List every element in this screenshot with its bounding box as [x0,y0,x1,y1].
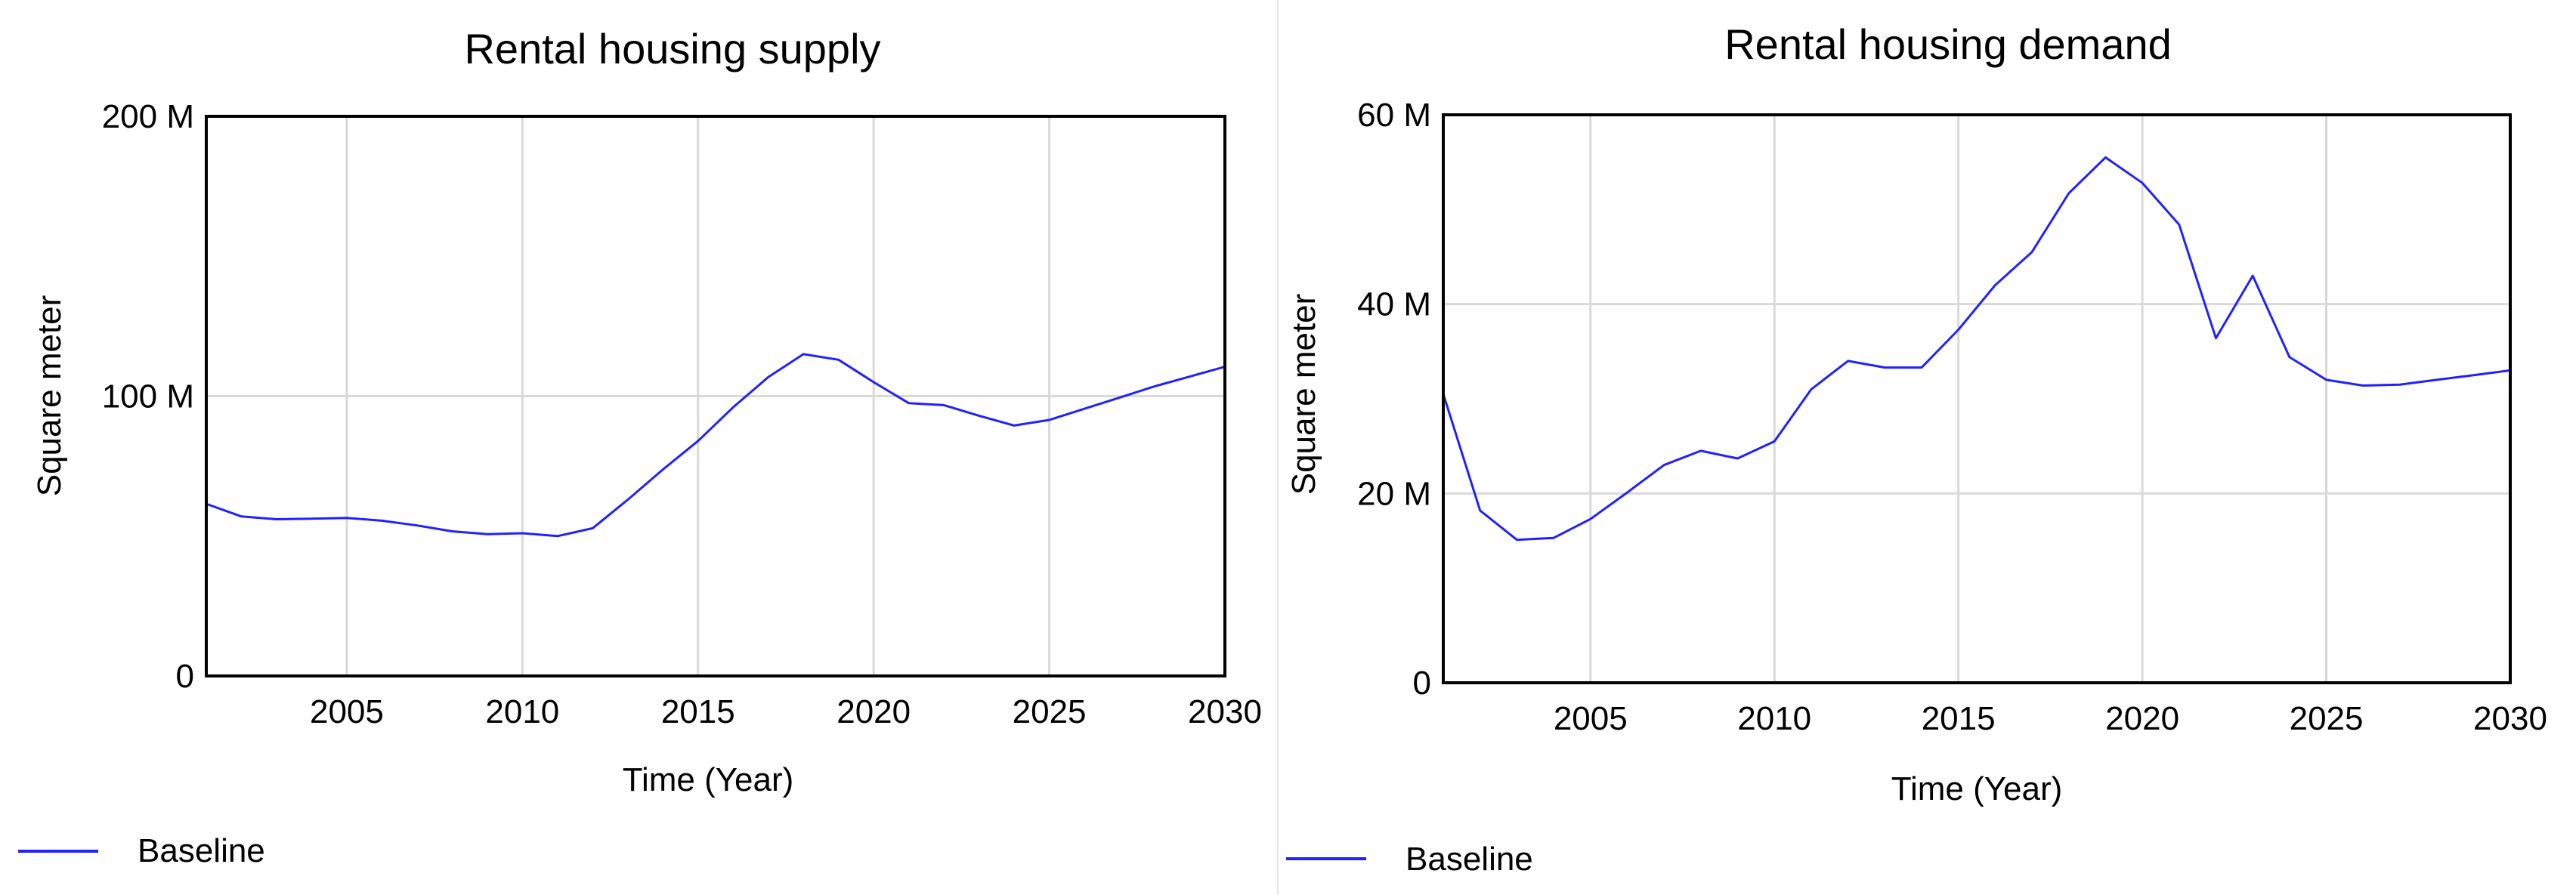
y-tick-label: 200 M [102,98,194,135]
x-tick-label: 2020 [837,693,911,730]
x-tick-label: 2020 [2105,700,2179,737]
series-line-baseline [206,353,1226,538]
x-tick-label: 2010 [1737,700,1811,737]
legend-label: Baseline [1406,841,1533,878]
grid [206,116,1226,676]
y-tick-label: 100 M [102,378,194,415]
x-tick-label: 2030 [1188,693,1262,730]
x-axis-ticks: 2005 2010 2015 2020 2025 2030 [310,693,1262,730]
y-axis-label: Square meter [1285,294,1322,495]
y-axis-label: Square meter [31,295,68,497]
x-tick-label: 2030 [2473,700,2547,737]
x-tick-label: 2005 [310,693,384,730]
x-axis-label: Time (Year) [1891,770,2063,807]
demand-chart-panel: Rental housing demand 0 20 M 40 M 60 M 2005… [1279,0,2576,895]
grid [1443,115,2512,683]
chart-title: Rental housing supply [464,25,880,73]
supply-chart-panel: Rental housing supply 0 100 M 200 M 2005 20… [0,0,1279,895]
y-axis-ticks: 0 100 M 200 M [102,98,194,695]
y-tick-label: 40 M [1357,286,1431,323]
plot-frame [1442,113,2512,684]
y-tick-label: 20 M [1357,475,1431,512]
series [206,353,1226,538]
demand-chart: Rental housing demand 0 20 M 40 M 60 M 2005… [1285,20,2547,878]
y-tick-label: 0 [176,658,194,695]
legend-label: Baseline [138,832,265,869]
x-tick-label: 2005 [1554,700,1628,737]
y-axis-ticks: 0 20 M 40 M 60 M [1357,97,1431,702]
y-tick-label: 0 [1413,665,1431,702]
legend: Baseline [1286,841,1533,878]
x-axis-ticks: 2005 2010 2015 2020 2025 2030 [1554,700,2547,737]
y-tick-label: 60 M [1357,97,1431,134]
series [1442,156,2511,542]
plot-frame [205,115,1226,677]
x-tick-label: 2015 [661,693,735,730]
x-tick-label: 2025 [2290,700,2364,737]
x-axis-label: Time (Year) [623,761,794,798]
x-tick-label: 2025 [1013,693,1087,730]
series-line-baseline [1442,156,2511,542]
x-tick-label: 2015 [1922,700,1996,737]
legend: Baseline [18,832,265,869]
x-tick-label: 2010 [485,693,559,730]
chart-title: Rental housing demand [1724,20,2172,68]
